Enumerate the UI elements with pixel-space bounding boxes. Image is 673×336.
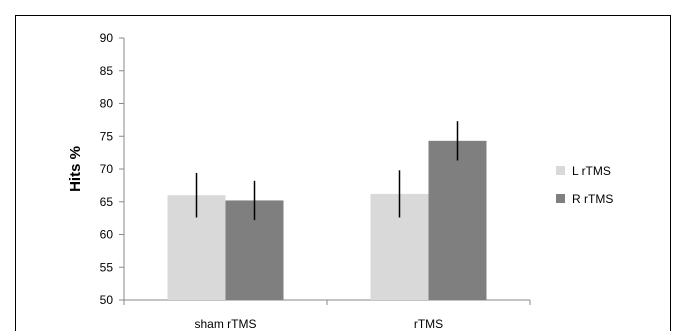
bar-r-rtms-rtms (428, 140, 487, 300)
x-tick-label: rTMS (414, 317, 443, 331)
legend-swatch (556, 166, 565, 175)
y-tick-label: 90 (100, 31, 114, 45)
y-tick-label: 60 (100, 228, 114, 242)
y-axis-title: Hits % (67, 146, 84, 192)
error-bars (195, 121, 459, 221)
y-tick-label: 85 (100, 64, 114, 78)
legend-swatch (556, 194, 565, 203)
bars (167, 140, 487, 300)
y-tick-label: 65 (100, 195, 114, 209)
legend-label: L rTMS (572, 164, 611, 178)
chart-border (15, 15, 671, 336)
legend-label: R rTMS (572, 192, 613, 206)
y-tick-label: 75 (100, 129, 114, 143)
x-tick-label: sham rTMS (194, 317, 256, 331)
legend: L rTMS R rTMS (556, 164, 613, 206)
y-tick-label: 80 (100, 97, 114, 111)
y-tick-label: 70 (100, 162, 114, 176)
y-axis: 50 55 60 65 70 75 80 85 90 (100, 31, 125, 307)
y-tick-label: 50 (100, 293, 114, 307)
y-tick-label: 55 (100, 260, 114, 274)
x-axis: sham rTMS rTMS (123, 299, 531, 331)
